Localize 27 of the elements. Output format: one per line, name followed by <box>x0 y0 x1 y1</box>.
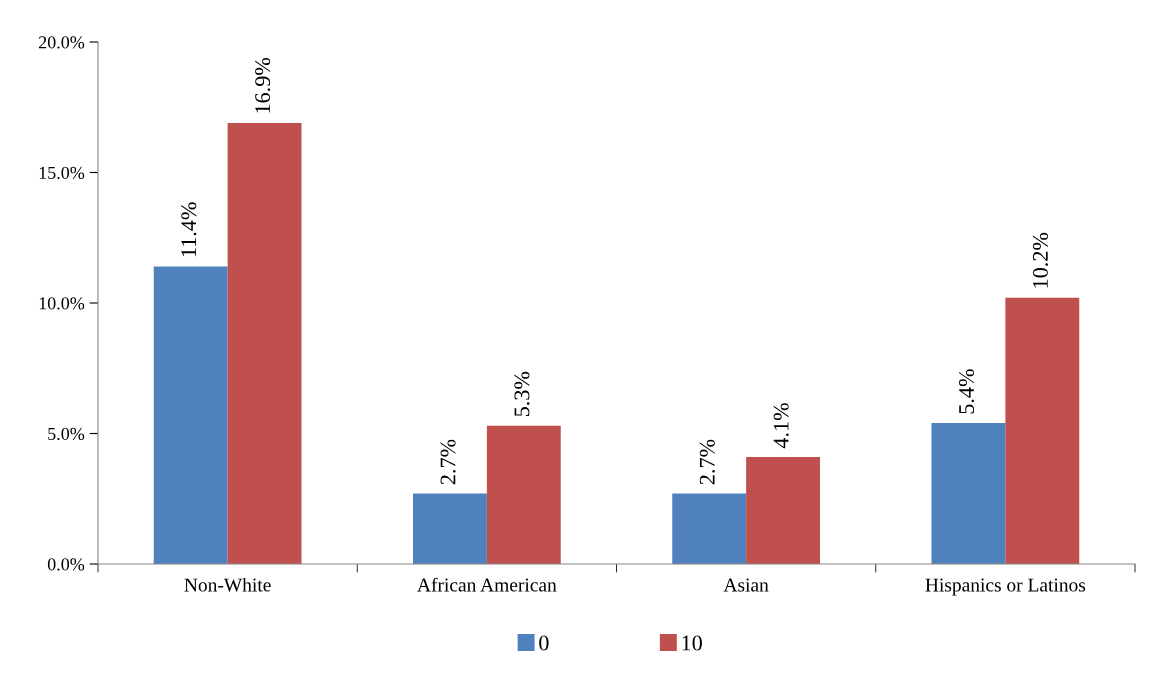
bar <box>931 423 1006 564</box>
data-label: 5.3% <box>514 371 530 417</box>
data-label: 2.7% <box>440 439 456 485</box>
data-label: 11.4% <box>181 202 197 257</box>
data-label: 2.7% <box>699 439 715 485</box>
y-tick-label: 0.0% <box>47 558 85 571</box>
y-tick-label: 10.0% <box>39 297 85 310</box>
bar <box>227 122 302 564</box>
bar <box>1005 297 1080 564</box>
data-label: 16.9% <box>255 57 271 113</box>
bar <box>153 266 228 564</box>
data-label: 5.4% <box>959 369 975 414</box>
bar <box>746 456 821 564</box>
x-tick-label: Hispanics or Latinos <box>925 578 1086 596</box>
data-label: 10.2% <box>1032 232 1048 288</box>
bar <box>486 425 561 564</box>
bar <box>672 493 747 564</box>
x-tick-label: Non-White <box>184 577 271 592</box>
legend-label: 0 <box>539 635 549 651</box>
legend-label: 10 <box>682 635 702 651</box>
data-label: 4.1% <box>773 403 789 449</box>
x-tick-label: Asian <box>723 578 769 592</box>
y-tick-label: 20.0% <box>38 36 85 49</box>
bar <box>412 493 487 564</box>
x-tick-label: African American <box>417 577 557 592</box>
y-tick-label: 15.0% <box>39 166 85 180</box>
y-tick-label: 5.0% <box>48 427 85 441</box>
